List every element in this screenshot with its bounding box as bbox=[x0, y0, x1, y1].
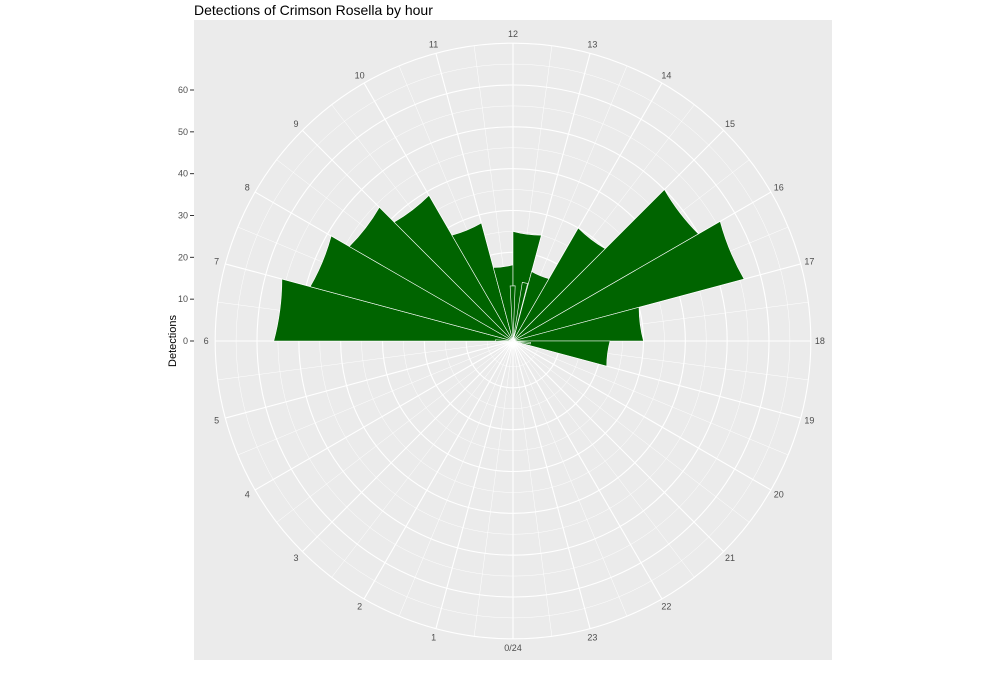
major-gridline bbox=[214, 42, 812, 640]
hour-label: 20 bbox=[774, 489, 784, 499]
spoke-gridline bbox=[225, 340, 514, 419]
y-tick-label: 20 bbox=[178, 252, 188, 262]
hour-label: 10 bbox=[355, 70, 365, 80]
hour-label: 8 bbox=[245, 183, 250, 193]
hour-label: 5 bbox=[214, 415, 219, 425]
hour-label: 1 bbox=[431, 632, 436, 642]
hour-label: 4 bbox=[245, 489, 250, 499]
y-tick-label: 40 bbox=[178, 169, 188, 179]
y-axis: 0 10 20 30 40 50 60 bbox=[178, 85, 194, 346]
spoke-gridline bbox=[512, 340, 663, 600]
bars bbox=[273, 189, 745, 367]
bar-hour-16 bbox=[512, 220, 745, 342]
hour-label: 16 bbox=[774, 183, 784, 193]
chart-title: Detections of Crimson Rosella by hour bbox=[194, 2, 433, 18]
hour-labels: 0/24123456789101112131415161718192021222… bbox=[204, 29, 825, 653]
spoke-gridline bbox=[237, 340, 514, 456]
bar-hour-17 bbox=[512, 306, 644, 342]
spoke-gridline bbox=[512, 340, 789, 456]
spoke-gridline bbox=[473, 340, 514, 637]
bar-hour-7 bbox=[309, 235, 514, 342]
spoke-gridline bbox=[331, 340, 514, 578]
spoke-gridline bbox=[512, 340, 591, 629]
spoke-gridline bbox=[512, 340, 724, 552]
spoke-gridline bbox=[512, 340, 772, 491]
hour-label: 3 bbox=[294, 553, 299, 563]
spoke-gridline bbox=[512, 340, 553, 637]
hour-label: 19 bbox=[804, 415, 814, 425]
spoke-gridline bbox=[398, 340, 514, 617]
y-axis-label: Detections bbox=[167, 315, 179, 367]
spoke-gridline bbox=[363, 340, 514, 600]
spoke-gridline bbox=[217, 340, 514, 381]
bar-hour-8 bbox=[348, 206, 514, 342]
hour-label: 9 bbox=[294, 119, 299, 129]
y-tick-label: 10 bbox=[178, 294, 188, 304]
y-tick-label: 0 bbox=[183, 336, 188, 346]
spoke-gridline bbox=[276, 340, 514, 523]
spoke-gridline bbox=[435, 340, 514, 629]
hour-label: 11 bbox=[429, 40, 438, 50]
bar-inner-18.3 bbox=[512, 340, 531, 345]
bar-hour-6 bbox=[273, 278, 514, 342]
hour-label: 14 bbox=[661, 70, 671, 80]
bar-inner-11.8 bbox=[509, 285, 516, 342]
hour-label: 22 bbox=[661, 602, 671, 612]
bar-inner-5.9 bbox=[495, 339, 514, 342]
bar-hour-9 bbox=[393, 194, 514, 342]
y-tick-label: 50 bbox=[178, 127, 188, 137]
hour-label: 12 bbox=[508, 29, 518, 39]
hour-label: 0/24 bbox=[504, 643, 522, 653]
hour-label: 17 bbox=[804, 257, 814, 267]
hour-label: 21 bbox=[725, 553, 735, 563]
spoke-gridline bbox=[512, 340, 750, 523]
y-tick-label: 30 bbox=[178, 211, 188, 221]
spoke-gridline bbox=[512, 340, 695, 578]
bar-inner-12.6 bbox=[512, 281, 528, 342]
hour-label: 7 bbox=[214, 257, 219, 267]
spoke-gridline bbox=[254, 340, 514, 491]
spoke-gridline bbox=[302, 340, 514, 552]
hour-label: 2 bbox=[357, 602, 362, 612]
hour-label: 23 bbox=[587, 632, 597, 642]
hour-label: 15 bbox=[725, 119, 735, 129]
bar-hour-10 bbox=[451, 222, 514, 342]
hour-label: 6 bbox=[204, 336, 209, 346]
hour-label: 13 bbox=[587, 40, 597, 50]
hour-label: 18 bbox=[815, 336, 825, 346]
spoke-gridline bbox=[512, 340, 628, 617]
y-tick-label: 60 bbox=[178, 85, 188, 95]
bar-hour-18 bbox=[512, 340, 611, 367]
